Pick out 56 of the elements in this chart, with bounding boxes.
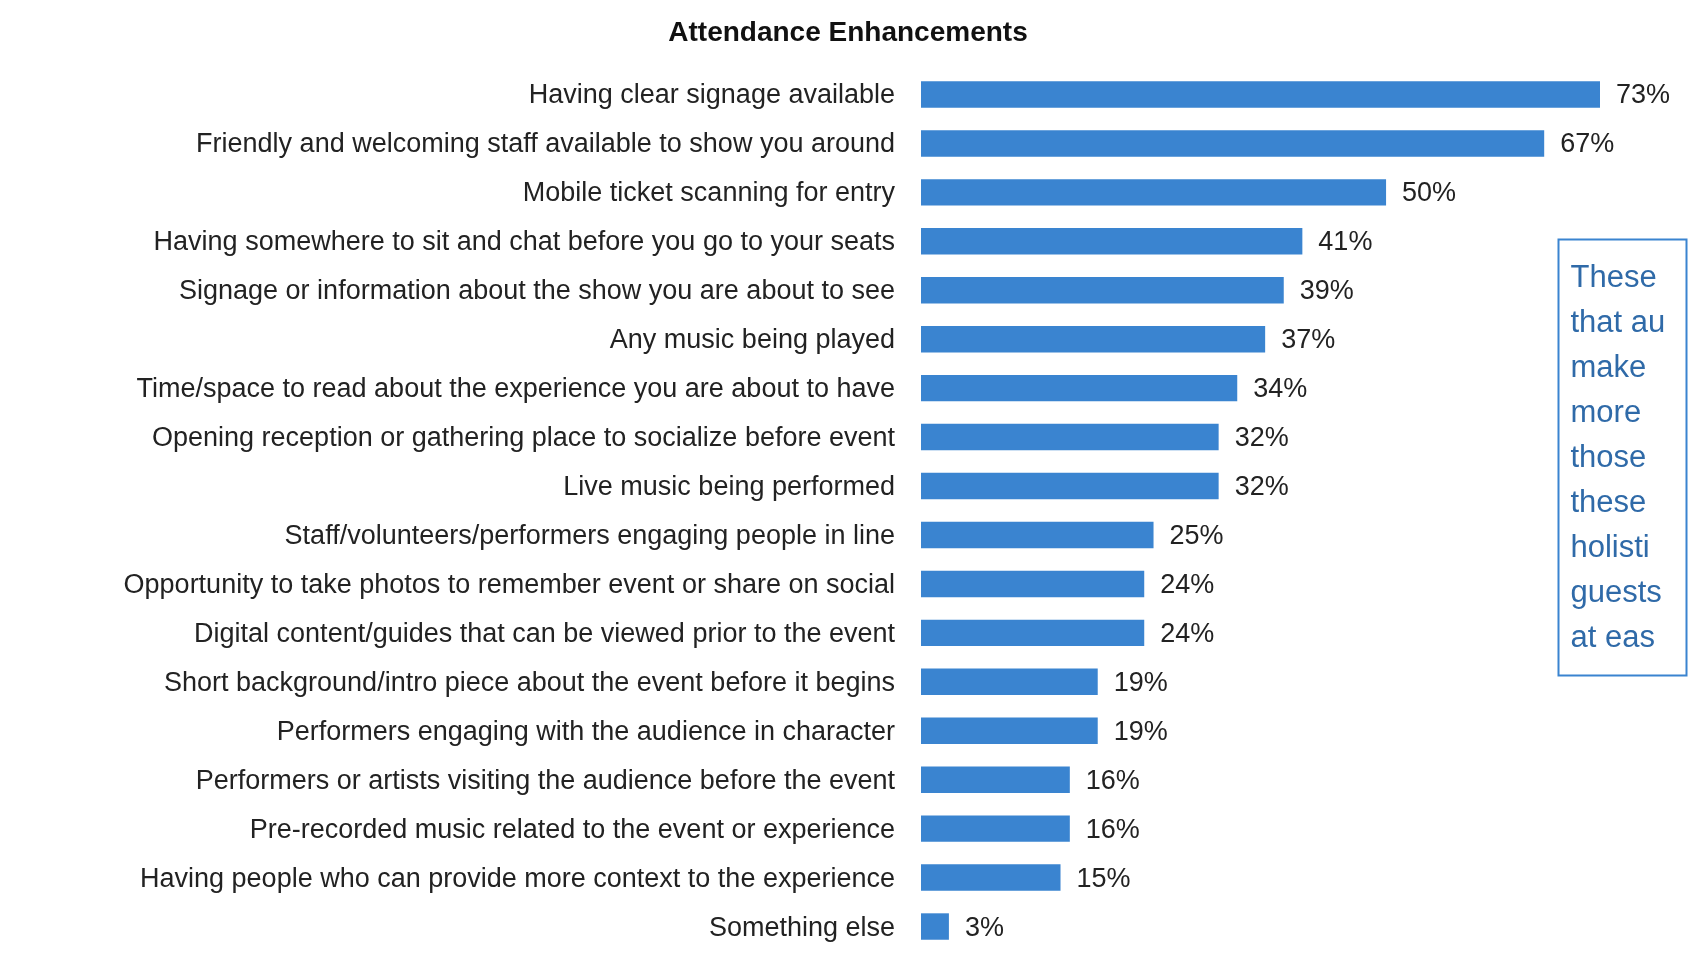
bar — [921, 81, 1600, 108]
data-label: 15% — [1076, 862, 1131, 893]
data-label: 16% — [1085, 764, 1140, 795]
data-label: 73% — [1616, 79, 1671, 110]
y-tick-label: Having somewhere to sit and chat before you go to your seats — [153, 226, 895, 257]
y-tick-label: Having people who can provide more context to the experience — [140, 862, 895, 893]
data-label: 67% — [1560, 128, 1615, 159]
y-tick-label: Live music being performed — [563, 471, 895, 502]
bar — [921, 766, 1070, 793]
bar — [921, 521, 1154, 549]
y-tick-label: Short background/intro piece about the event before it begins — [164, 666, 895, 697]
data-label: 32% — [1234, 422, 1289, 453]
y-tick-label: Performers engaging with the audience in character — [276, 715, 895, 746]
bar — [921, 913, 949, 940]
bar — [921, 423, 1219, 451]
y-tick-label: Digital content/guides that can be viewed prior to the event — [194, 617, 896, 648]
data-label: 25% — [1169, 519, 1224, 550]
bar — [921, 815, 1070, 842]
bar — [921, 325, 1266, 353]
bar — [921, 864, 1061, 891]
data-label: 24% — [1160, 568, 1215, 599]
data-label: 41% — [1318, 226, 1373, 257]
bar — [921, 277, 1284, 304]
data-label: 19% — [1113, 666, 1168, 697]
data-label: 16% — [1085, 813, 1140, 844]
bar — [921, 130, 1545, 157]
bar — [921, 179, 1387, 206]
data-label: 3% — [964, 911, 1004, 942]
y-tick-label: Time/space to read about the experience you are about to have — [136, 373, 895, 404]
bar — [921, 717, 1098, 744]
y-tick-label: Something else — [708, 911, 895, 942]
y-tick-label: Any music being played — [609, 324, 895, 355]
bar — [921, 619, 1145, 647]
data-label: 24% — [1160, 617, 1215, 648]
data-label: 32% — [1234, 471, 1289, 502]
y-tick-label: Opportunity to take photos to remember event or share on social — [123, 568, 895, 599]
bar — [921, 472, 1219, 500]
y-tick-label: Performers or artists visiting the audience before the event — [195, 764, 896, 795]
data-label: 39% — [1299, 275, 1354, 306]
text: These that au make more those these holisti guests at eas — [1570, 258, 1666, 654]
chart-title: Attendance Enhancements — [668, 15, 1028, 47]
y-tick-label: Signage or information about the show you are about to see — [179, 275, 895, 306]
data-label: 37% — [1281, 324, 1336, 355]
data-label: 50% — [1402, 177, 1457, 208]
y-tick-label: Pre-recorded music related to the event or experience — [249, 813, 895, 844]
y-tick-label: Opening reception or gathering place to socialize before event — [152, 422, 896, 453]
y-tick-label: Friendly and welcoming staff available to show you around — [196, 128, 895, 159]
bar — [921, 570, 1145, 598]
data-label: 19% — [1113, 715, 1168, 746]
bar — [921, 374, 1238, 402]
bar — [921, 228, 1303, 255]
data-label: 34% — [1253, 373, 1308, 404]
y-tick-label: Having clear signage available — [528, 79, 895, 110]
bar — [921, 668, 1098, 696]
y-tick-label: Mobile ticket scanning for entry — [522, 177, 896, 208]
y-tick-label: Staff/volunteers/performers engaging people in line — [284, 519, 895, 550]
